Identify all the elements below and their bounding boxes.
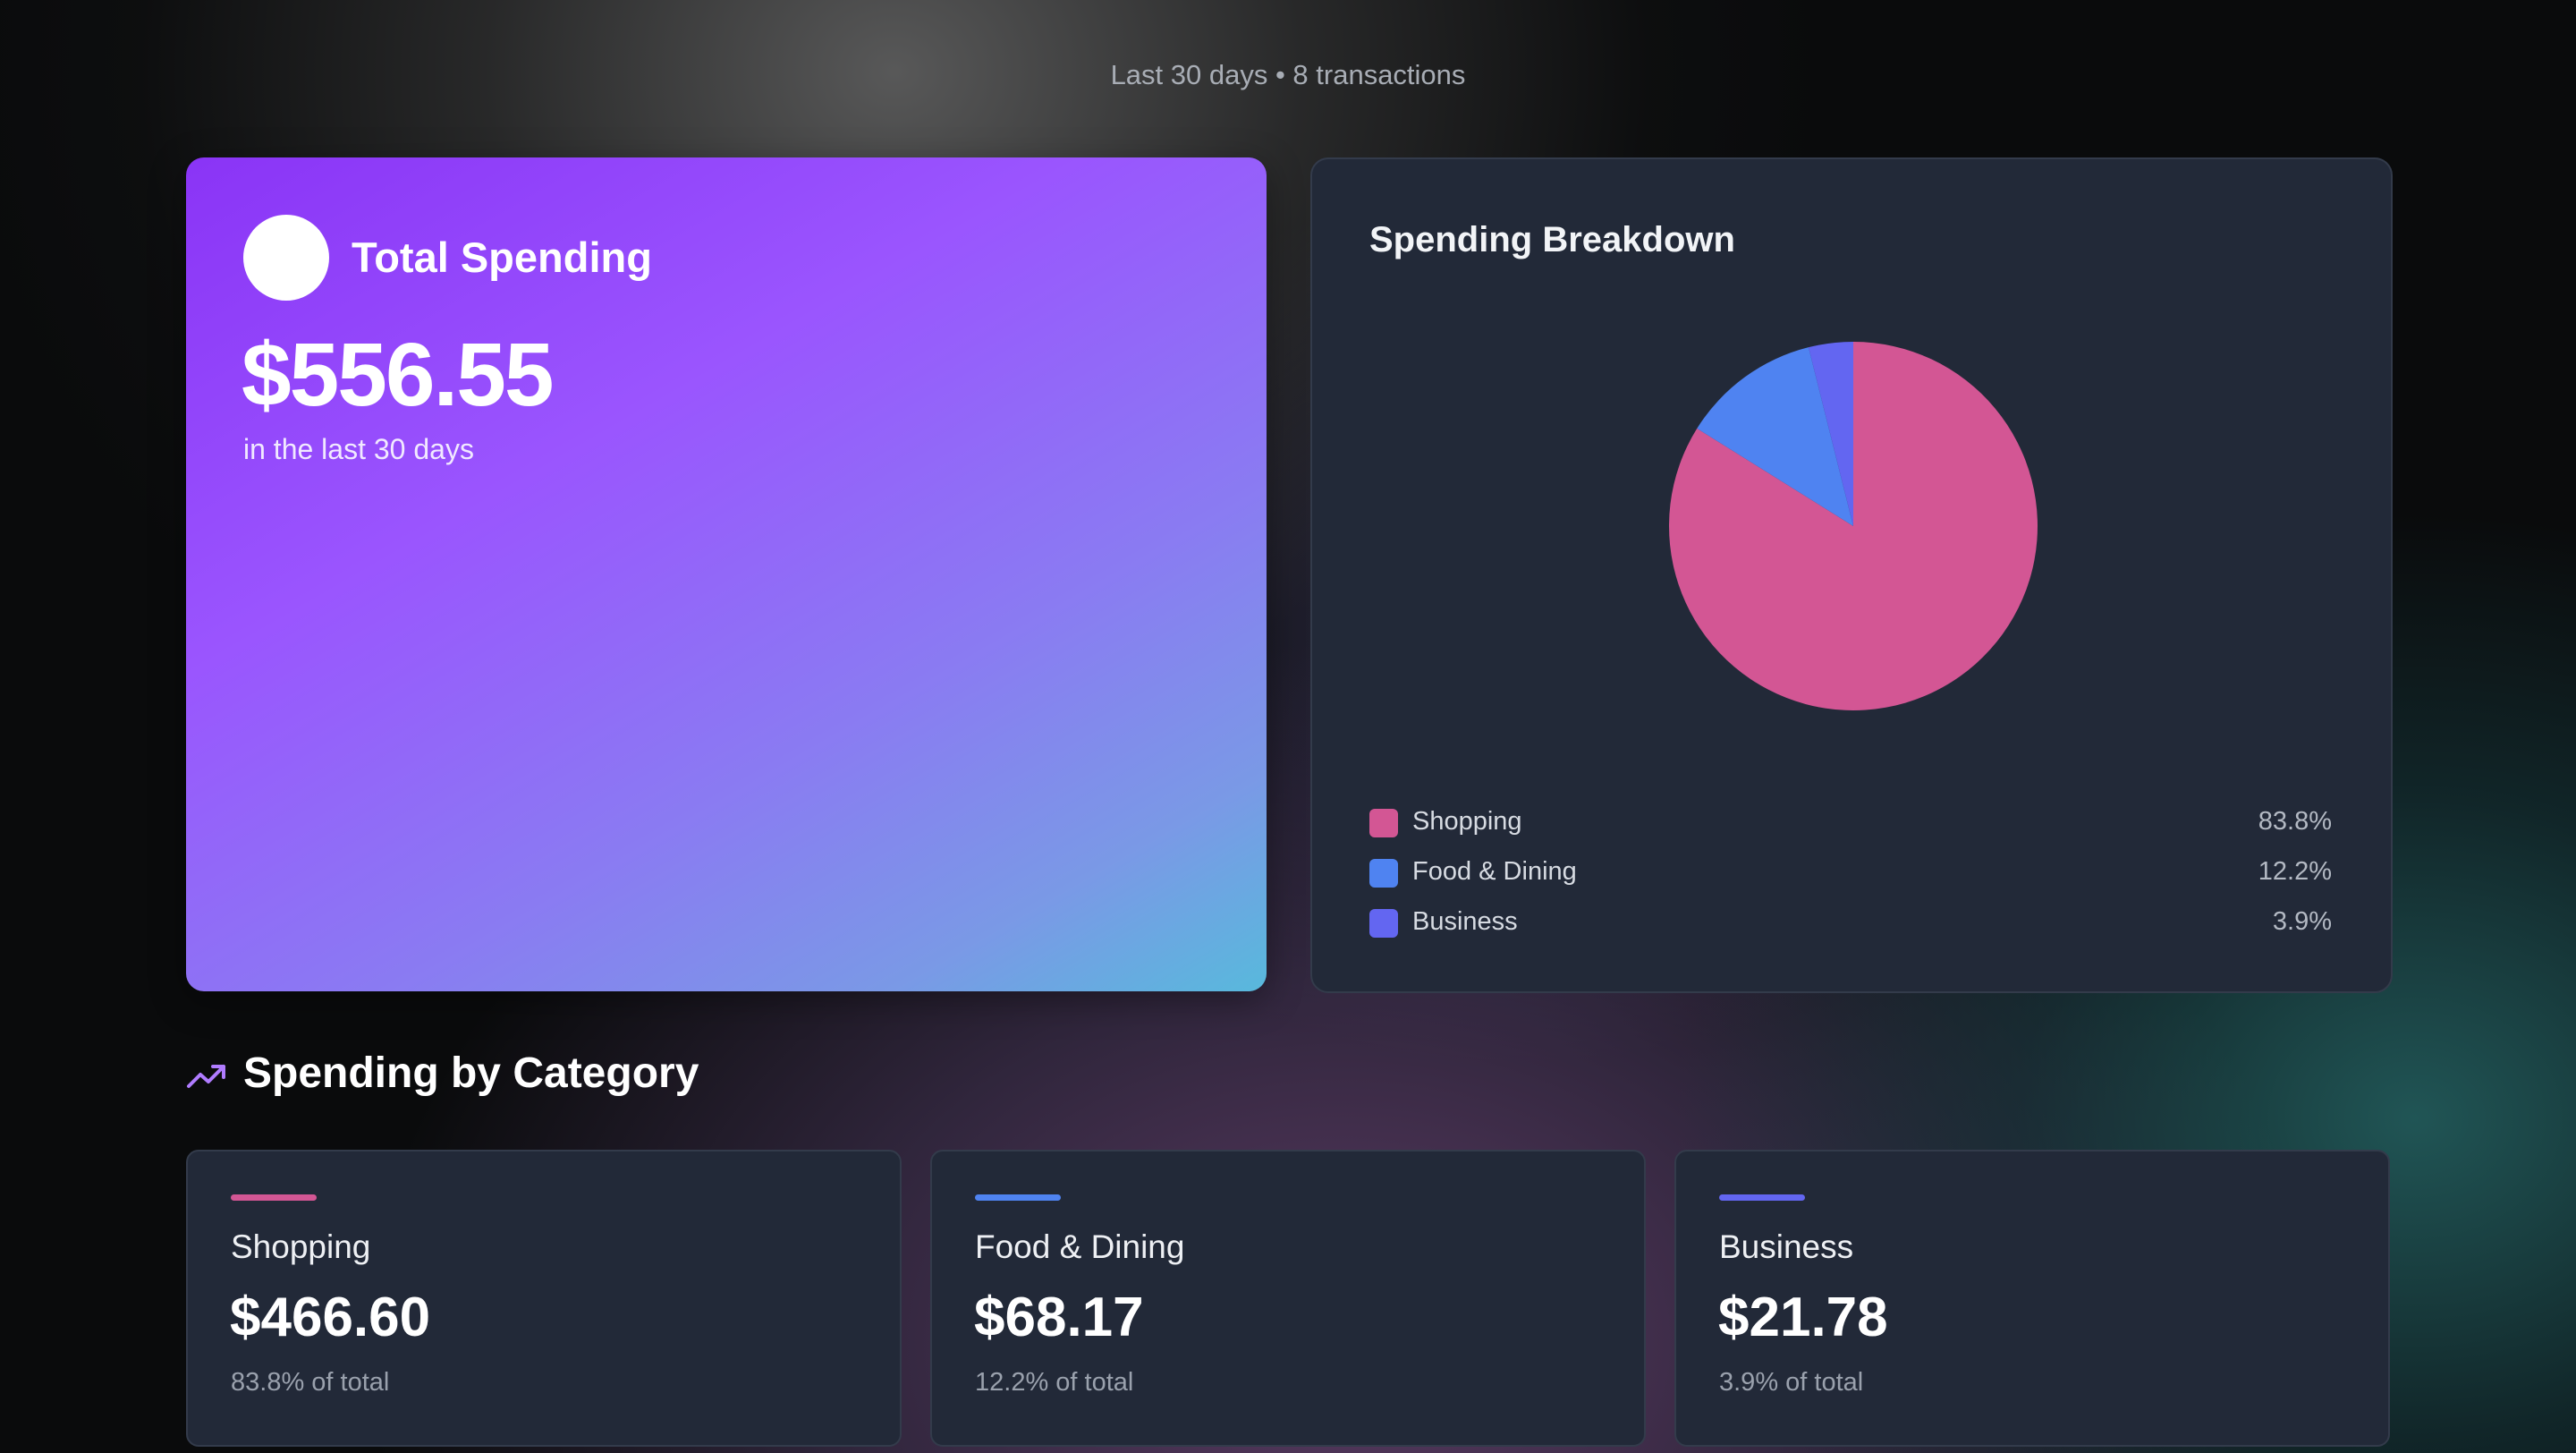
total-spending-card: Total Spending $556.55 in the last 30 da… [186,157,1267,991]
pie-slice-business[interactable] [1808,342,1853,526]
total-spending-caption: in the last 30 days [243,433,474,465]
pie-legend: Shopping 83.8% Food & Dining 12.2% Busin… [1369,798,2332,948]
legend-swatch-shopping [1369,809,1398,837]
total-spending-amount: $556.55 [242,325,554,425]
legend-percent: 12.2% [2258,857,2332,886]
category-percent: 12.2% of total [975,1368,1134,1397]
breakdown-title: Spending Breakdown [1369,220,1735,259]
category-name: Business [1719,1228,1854,1265]
category-accent-bar [975,1194,1061,1201]
category-name: Food & Dining [975,1228,1185,1265]
category-percent: 3.9% of total [1719,1368,1864,1397]
legend-label: Food & Dining [1412,857,1577,886]
total-spending-title: Total Spending [352,234,652,281]
section-title: Spending by Category [243,1049,699,1097]
legend-swatch-business [1369,909,1398,938]
legend-item-business[interactable]: Business 3.9% [1369,898,2332,948]
category-amount: $21.78 [1718,1287,1888,1348]
category-card-business[interactable]: Business $21.78 3.9% of total [1674,1150,2390,1447]
summary-subtitle: Last 30 days • 8 transactions [1110,59,1466,90]
category-percent: 83.8% of total [231,1368,390,1397]
category-card-shopping[interactable]: Shopping $466.60 83.8% of total [186,1150,902,1447]
legend-label: Shopping [1412,807,1522,836]
legend-item-shopping[interactable]: Shopping 83.8% [1369,798,2332,848]
category-card-food-dining[interactable]: Food & Dining $68.17 12.2% of total [930,1150,1646,1447]
legend-percent: 3.9% [2272,907,2332,936]
pie-slice-food-dining[interactable] [1697,347,1853,526]
spending-breakdown-card: Spending Breakdown Shopping 83.8% Food &… [1310,157,2393,993]
category-name: Shopping [231,1228,371,1265]
category-accent-bar [231,1194,317,1201]
trending-up-icon [187,1065,225,1088]
spending-pie-chart [1669,342,2038,710]
legend-item-food-dining[interactable]: Food & Dining 12.2% [1369,848,2332,898]
avatar [243,215,329,301]
category-amount: $466.60 [230,1287,431,1348]
category-accent-bar [1719,1194,1805,1201]
legend-label: Business [1412,907,1518,936]
legend-swatch-food-dining [1369,859,1398,888]
legend-percent: 83.8% [2258,807,2332,836]
category-amount: $68.17 [974,1287,1144,1348]
